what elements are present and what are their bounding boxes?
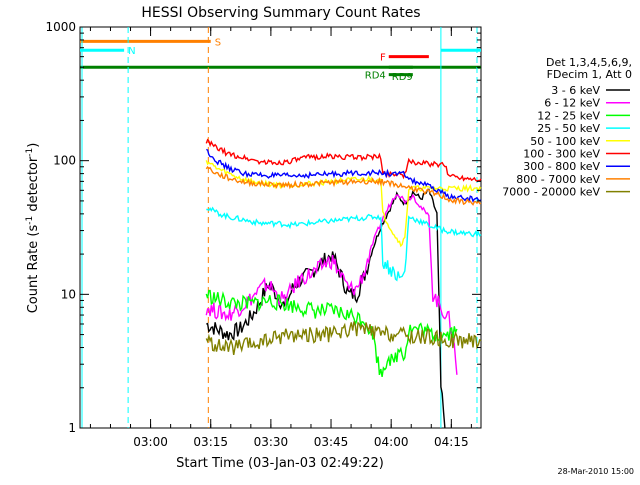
x-axis-label: Start Time (03-Jan-03 02:49:22) [176, 456, 384, 471]
y-tick-label: 1 [68, 421, 76, 435]
state-bar-label: RD4 [365, 71, 386, 82]
x-tick-label: 04:15 [434, 435, 469, 449]
series-line [205, 321, 482, 356]
y-tick-label: 1000 [45, 20, 76, 34]
plot-area [79, 26, 482, 429]
plot-frame [79, 26, 482, 429]
state-bar-label: F [380, 53, 386, 64]
legend-item-label: 3 - 6 keV [551, 84, 600, 97]
series-line [205, 289, 458, 378]
legend-item-label: 12 - 25 keV [537, 109, 600, 122]
series-line [206, 206, 482, 282]
x-tick-label: 04:00 [374, 435, 409, 449]
legend-item-label: 6 - 12 keV [544, 97, 600, 110]
y-axis-label-sup1: -1 [25, 216, 35, 225]
state-bar-label: N [128, 46, 135, 57]
footer-date: 28-Mar-2010 15:00 [558, 467, 635, 476]
legend-item-label: 100 - 300 keV [523, 148, 600, 161]
state-bar-label: RD9 [392, 72, 413, 83]
x-tick-label: 03:45 [314, 435, 349, 449]
legend: Det 1,3,4,5,6,9, FDecim 1, Att 0 3 - 6 k… [502, 56, 632, 199]
x-tick-label: 03:30 [254, 435, 289, 449]
state-bar-label: S [215, 37, 221, 48]
series-layer [205, 138, 482, 429]
y-axis-label-main: Count Rate (s [26, 225, 41, 314]
legend-item-label: 25 - 50 keV [537, 122, 600, 135]
legend-item-label: 7000 - 20000 keV [502, 186, 600, 199]
y-axis-label: Count Rate (s-1 detector-1) [25, 143, 41, 314]
series-line [206, 148, 482, 204]
y-axis-label-mid: detector [26, 156, 41, 216]
chart-title: HESSI Observing Summary Count Rates [141, 5, 420, 21]
y-tick-label: 100 [53, 154, 76, 168]
legend-item-label: 300 - 800 keV [523, 160, 600, 173]
series-line [205, 165, 482, 206]
axes: 03:00 03:15 03:30 03:45 04:00 04:15 1 10 100 1000 [45, 20, 481, 449]
series-line [205, 138, 482, 183]
legend-item-label: 800 - 7000 keV [516, 173, 600, 186]
y-axis-label-end: ) [26, 143, 41, 148]
state-bars: S N F RD9 RD4 [80, 37, 481, 83]
y-axis-label-sup2: -1 [25, 148, 35, 157]
series-line [205, 160, 482, 248]
legend-header-line-1: Det 1,3,4,5,6,9, [546, 56, 632, 69]
x-tick-label: 03:00 [133, 435, 168, 449]
legend-item-label: 50 - 100 keV [530, 135, 600, 148]
legend-header-line-2: FDecim 1, Att 0 [547, 68, 632, 81]
x-tick-label: 03:15 [193, 435, 228, 449]
y-tick-label: 10 [61, 287, 76, 301]
